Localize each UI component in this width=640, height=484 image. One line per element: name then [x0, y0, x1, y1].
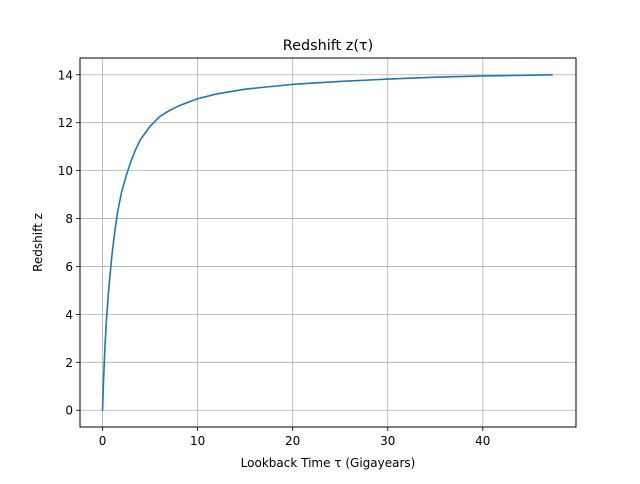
- grid-lines: [80, 58, 576, 427]
- x-axis-label: Lookback Time τ (Gigayears): [241, 456, 416, 470]
- x-tick-label: 20: [285, 434, 300, 448]
- y-axis-label: Redshift z: [31, 213, 45, 272]
- x-tick-label: 0: [99, 434, 107, 448]
- series-layer: [101, 73, 554, 412]
- y-tick-label: 10: [58, 164, 73, 178]
- chart-title: Redshift z(τ): [283, 38, 373, 54]
- y-tick-label: 4: [65, 308, 73, 322]
- y-tick-label: 8: [65, 212, 73, 226]
- series-line: [101, 73, 554, 412]
- y-tick-label: 6: [65, 260, 73, 274]
- x-tick-label: 40: [475, 434, 490, 448]
- x-tick-label: 30: [380, 434, 395, 448]
- y-tick-label: 0: [65, 404, 73, 418]
- plot-area-frame: [79, 57, 577, 428]
- y-tick-label: 14: [58, 68, 73, 82]
- y-tick-label: 2: [65, 356, 73, 370]
- axis-ticks: 0 10 20 30 40 0 2 4 6 8 10 12 14: [58, 68, 491, 448]
- y-tick-label: 12: [58, 116, 73, 130]
- x-tick-label: 10: [190, 434, 205, 448]
